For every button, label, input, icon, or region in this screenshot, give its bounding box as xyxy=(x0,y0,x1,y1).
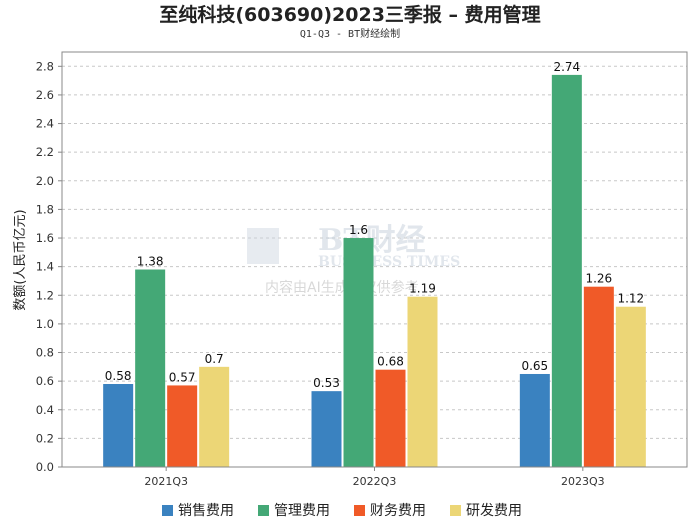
x-axis-ticks: 2021Q3 2022Q3 2023Q3 xyxy=(144,467,605,488)
y-tick-label: 2.6 xyxy=(36,88,54,102)
y-axis-label: 数额(人民币亿元) xyxy=(13,209,28,310)
legend-swatch xyxy=(162,505,173,516)
y-tick-label: 2.0 xyxy=(36,174,54,188)
bar xyxy=(615,306,646,467)
bars xyxy=(103,74,646,468)
bar xyxy=(519,373,550,467)
legend-swatch xyxy=(258,505,269,516)
bar xyxy=(311,391,342,467)
data-label: 0.53 xyxy=(313,376,340,390)
y-tick-label: 0.2 xyxy=(36,431,54,445)
data-label: 0.65 xyxy=(521,359,548,373)
data-label: 1.19 xyxy=(409,282,436,296)
chart-subtitle: Q1-Q3 - BT财经绘制 xyxy=(300,27,400,40)
data-label: 1.38 xyxy=(137,255,164,269)
y-tick-label: 2.8 xyxy=(36,59,54,73)
bar xyxy=(343,238,374,467)
legend-label: 管理费用 xyxy=(274,503,330,519)
legend-swatch xyxy=(354,505,365,516)
bar xyxy=(135,269,166,467)
data-label: 1.26 xyxy=(585,272,612,286)
bar xyxy=(407,296,438,467)
x-tick-label: 2023Q3 xyxy=(561,475,605,488)
y-axis-ticks: 0.0 0.2 0.4 0.6 0.8 1.0 1.2 1.4 1.6 1.8 2.0 2.2 2.4 2… xyxy=(36,59,62,474)
data-label: 2.74 xyxy=(553,60,580,74)
y-tick-label: 0.8 xyxy=(36,346,54,360)
x-tick-label: 2021Q3 xyxy=(144,475,188,488)
watermark-note: 内容由AI生成，仅供参考 xyxy=(265,279,419,296)
data-label: 1.12 xyxy=(617,292,644,306)
data-label: 0.68 xyxy=(377,355,404,369)
y-tick-label: 0.0 xyxy=(36,460,54,474)
legend-label: 销售费用 xyxy=(178,503,234,519)
bar xyxy=(583,286,614,467)
y-tick-label: 1.2 xyxy=(36,288,54,302)
y-tick-label: 0.6 xyxy=(36,374,54,388)
y-tick-label: 2.2 xyxy=(36,145,54,159)
legend-label: 研发费用 xyxy=(466,503,522,519)
legend-label: 财务费用 xyxy=(370,503,426,519)
y-tick-label: 1.0 xyxy=(36,317,54,331)
chart-title: 至纯科技(603690)2023三季报 – 费用管理 xyxy=(159,3,540,26)
y-tick-label: 1.8 xyxy=(36,202,54,216)
y-tick-label: 2.4 xyxy=(36,117,54,131)
y-tick-label: 1.6 xyxy=(36,231,54,245)
watermark-logo-block xyxy=(247,228,279,264)
data-labels: 0.58 1.38 0.57 0.7 0.53 1.6 0.68 1.19 0.65 2.74 1.… xyxy=(105,60,644,390)
bar xyxy=(103,384,134,467)
x-tick-label: 2022Q3 xyxy=(353,475,397,488)
bar xyxy=(375,369,406,467)
legend: 销售费用 管理费用 财务费用 研发费用 xyxy=(162,503,522,519)
data-label: 0.58 xyxy=(105,369,132,383)
data-label: 0.7 xyxy=(205,352,224,366)
data-label: 0.57 xyxy=(169,370,196,384)
y-tick-label: 0.4 xyxy=(36,403,54,417)
bar xyxy=(551,74,582,468)
y-tick-label: 1.4 xyxy=(36,260,54,274)
legend-swatch xyxy=(450,505,461,516)
bar xyxy=(167,385,198,467)
bar xyxy=(199,366,230,467)
data-label: 1.6 xyxy=(349,223,368,237)
gridlines xyxy=(62,65,687,439)
watermark-brand: BUSINESS TIMES xyxy=(318,254,460,270)
